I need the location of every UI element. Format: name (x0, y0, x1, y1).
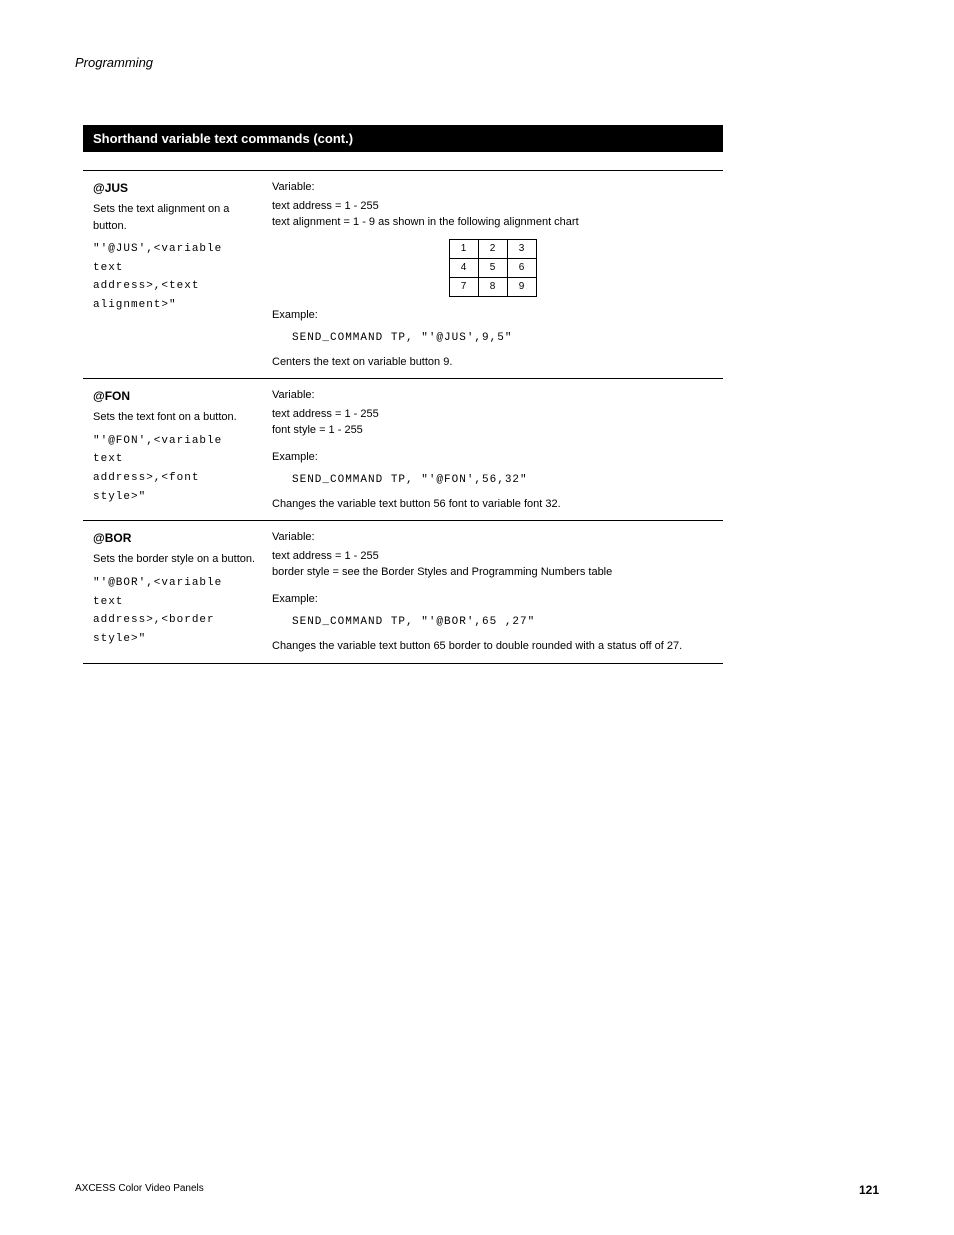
command-desc: Sets the text font on a button. (93, 409, 258, 426)
table-header-row (83, 152, 723, 171)
grid-cell: 5 (478, 258, 507, 277)
grid-cell: 1 (449, 239, 478, 258)
alignment-grid: 1 2 3 4 5 6 7 8 9 (449, 239, 537, 297)
grid-cell: 9 (507, 277, 536, 296)
syntax-line: "'@BOR',<variable text (93, 574, 258, 611)
syntax-line: address>,<text (93, 277, 258, 296)
table-row: @JUS Sets the text alignment on a button… (83, 171, 723, 379)
syntax-line: alignment>" (93, 296, 258, 315)
command-cell: @BOR Sets the border style on a button. … (83, 521, 268, 662)
syntax-line: address>,<font style>" (93, 469, 258, 506)
example-label: Example: (272, 307, 713, 324)
syntax-line: style>" (93, 630, 258, 649)
command-name: @FON (93, 387, 258, 405)
grid-cell: 6 (507, 258, 536, 277)
grid-cell: 7 (449, 277, 478, 296)
footer-page-number: 121 (859, 1183, 879, 1197)
variable-label: Variable: (272, 179, 713, 196)
variable-label: Variable: (272, 529, 713, 546)
grid-cell: 8 (478, 277, 507, 296)
table-row: @BOR Sets the border style on a button. … (83, 521, 723, 663)
variable-label: Variable: (272, 387, 713, 404)
example-text: Changes the variable text button 56 font… (272, 496, 713, 513)
footer-doc-title: AXCESS Color Video Panels (75, 1183, 204, 1197)
command-name: @JUS (93, 179, 258, 197)
example-label: Example: (272, 591, 713, 608)
variable-text: text address = 1 - 255 (272, 548, 713, 565)
example-code: SEND_COMMAND TP, "'@FON',56,32" (292, 471, 713, 490)
grid-cell: 4 (449, 258, 478, 277)
page: Programming Shorthand variable text comm… (0, 0, 954, 1235)
table-title-bar: Shorthand variable text commands (cont.) (83, 125, 723, 152)
example-label: Example: (272, 449, 713, 466)
grid-cell: 3 (507, 239, 536, 258)
variable-text: border style = see the Border Styles and… (272, 564, 713, 581)
variable-text: text address = 1 - 255 (272, 406, 713, 423)
syntax-line: "'@JUS',<variable text (93, 240, 258, 277)
variable-text: font style = 1 - 255 (272, 422, 713, 439)
command-name: @BOR (93, 529, 258, 547)
variable-text: text alignment = 1 - 9 as shown in the f… (272, 214, 713, 231)
section-header: Programming (75, 55, 879, 70)
example-code: SEND_COMMAND TP, "'@JUS',9,5" (292, 329, 713, 348)
command-desc: Sets the border style on a button. (93, 551, 258, 568)
example-code: SEND_COMMAND TP, "'@BOR',65 ,27" (292, 613, 713, 632)
example-text: Centers the text on variable button 9. (272, 354, 713, 371)
page-footer: AXCESS Color Video Panels 121 (75, 1183, 879, 1197)
variable-text: text address = 1 - 255 (272, 198, 713, 215)
command-cell: @FON Sets the text font on a button. "'@… (83, 379, 268, 520)
command-desc: Sets the text alignment on a button. (93, 201, 258, 234)
example-text: Changes the variable text button 65 bord… (272, 638, 713, 655)
commands-table: Shorthand variable text commands (cont.)… (83, 125, 723, 664)
table-row: @FON Sets the text font on a button. "'@… (83, 379, 723, 521)
syntax-line: "'@FON',<variable text (93, 432, 258, 469)
detail-cell: Variable: text address = 1 - 255 font st… (268, 379, 723, 520)
grid-cell: 2 (478, 239, 507, 258)
detail-cell: Variable: text address = 1 - 255 text al… (268, 171, 723, 378)
detail-cell: Variable: text address = 1 - 255 border … (268, 521, 723, 662)
command-cell: @JUS Sets the text alignment on a button… (83, 171, 268, 378)
syntax-line: address>,<border (93, 611, 258, 630)
